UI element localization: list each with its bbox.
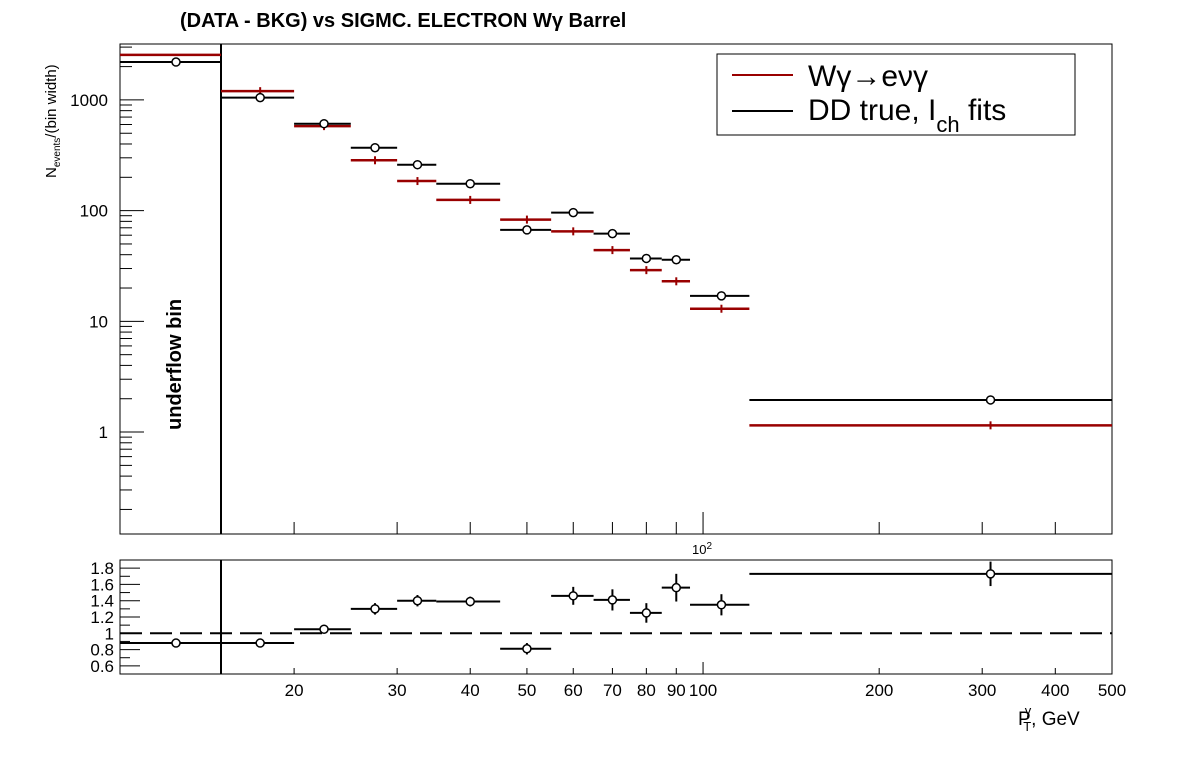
x-mid-label: 102: [692, 541, 712, 557]
data-point: [716, 291, 727, 301]
data-point: [607, 228, 618, 239]
main-y-axis: 1 10 100 1000: [70, 46, 144, 510]
ratio-y-tick-label: 1.6: [90, 575, 114, 594]
main-panel: 1 10 100 1000 underflow bin Nevents/(bin wi…: [43, 43, 1113, 557]
main-series: [120, 53, 1112, 430]
underflow-label: underflow bin: [164, 299, 186, 430]
legend-data-label-main: DD true, I: [808, 94, 936, 127]
main-frame: [119, 43, 1113, 535]
x-tick-label: 70: [603, 681, 622, 700]
x-tick-label: 90: [667, 681, 686, 700]
x-mid-label-base: 10: [692, 542, 706, 557]
ratio-series: [120, 561, 1112, 655]
ratio-panel: 0.60.811.21.41.61.8 20 30 40 50 60 70 80 90 100 2…: [90, 559, 1126, 734]
y-tick-label: 1: [99, 423, 108, 442]
data-point: [641, 253, 652, 264]
y-axis-label-main: N: [43, 167, 60, 178]
x-tick-label: 50: [517, 681, 536, 700]
ratio-point: [716, 600, 727, 610]
data-point: [412, 159, 423, 170]
x-tick-label: 500: [1098, 681, 1126, 700]
y-tick-label: 1000: [70, 91, 108, 110]
ratio-point: [568, 591, 579, 601]
x-axis-label-main: P: [1018, 709, 1031, 730]
x-tick-label: 30: [388, 681, 407, 700]
data-underflow-point: [171, 57, 181, 67]
data-point: [319, 118, 329, 129]
data-point: [671, 255, 682, 265]
ratio-y-tick-label: 1.2: [90, 608, 114, 627]
x-tick-label: 400: [1041, 681, 1069, 700]
data-point: [370, 142, 380, 153]
legend-box: [716, 53, 1076, 136]
data-point: [568, 207, 579, 218]
x-tick-label: 20: [285, 681, 304, 700]
legend: Wγ→eνγ DD true, Ich fits: [716, 53, 1076, 137]
ratio-y-tick-label: 1: [105, 624, 114, 643]
ratio-point: [255, 638, 265, 648]
legend-data-label-tail: fits: [960, 94, 1007, 127]
y-axis-label-sub: events: [52, 138, 63, 167]
x-axis-label-sup: γ: [1025, 703, 1032, 718]
ratio-y-tick-label: 0.6: [90, 657, 114, 676]
legend-signal-label: Wγ→eνγ: [808, 60, 928, 93]
ratio-point: [985, 569, 996, 579]
ratio-y-tick-label: 0.8: [90, 641, 114, 660]
x-axis-label: Pγ T, GeV: [1018, 703, 1080, 734]
ratio-y-tick-label: 1.4: [90, 592, 114, 611]
x-tick-label: 200: [865, 681, 893, 700]
chart-title: (DATA - BKG) vs SIGMC. ELECTRON Wγ Barre…: [180, 10, 626, 32]
x-tick-label: 300: [968, 681, 996, 700]
ratio-point: [370, 604, 380, 614]
y-axis-label-tail: /(bin width): [43, 64, 60, 137]
x-axis-label-tail: , GeV: [1031, 709, 1080, 730]
ratio-point: [412, 595, 423, 606]
x-tick-label: 40: [461, 681, 480, 700]
data-point: [985, 395, 996, 405]
y-axis-label: Nevents/(bin width): [43, 64, 63, 178]
ratio-point: [522, 644, 532, 654]
x-mid-label-exp: 2: [706, 541, 712, 552]
ratio-frame: [119, 559, 1113, 675]
data-point: [522, 225, 532, 235]
data-point: [255, 92, 265, 103]
ratio-underflow-point: [171, 638, 181, 648]
ratio-point: [641, 608, 652, 618]
x-axis-label-sub: T: [1023, 719, 1031, 734]
ratio-point: [607, 595, 618, 605]
main-x-axis: [293, 512, 1113, 534]
x-tick-label: 100: [689, 681, 717, 700]
y-tick-label: 10: [89, 312, 108, 331]
ratio-point: [465, 596, 475, 607]
ratio-point: [319, 624, 329, 634]
legend-data-label: DD true, Ich fits: [808, 94, 1006, 137]
ratio-point: [671, 582, 682, 593]
y-tick-label: 100: [80, 202, 108, 221]
x-tick-label: 80: [637, 681, 656, 700]
legend-data-label-sub: ch: [936, 112, 959, 137]
ratio-y-axis: 0.60.811.21.41.61.8: [90, 559, 140, 676]
ratio-y-tick-label: 1.8: [90, 559, 114, 578]
x-tick-label: 60: [564, 681, 583, 700]
data-point: [465, 178, 475, 189]
ratio-x-axis: 20 30 40 50 60 70 80 90 100 200 300 400 500: [285, 662, 1126, 700]
